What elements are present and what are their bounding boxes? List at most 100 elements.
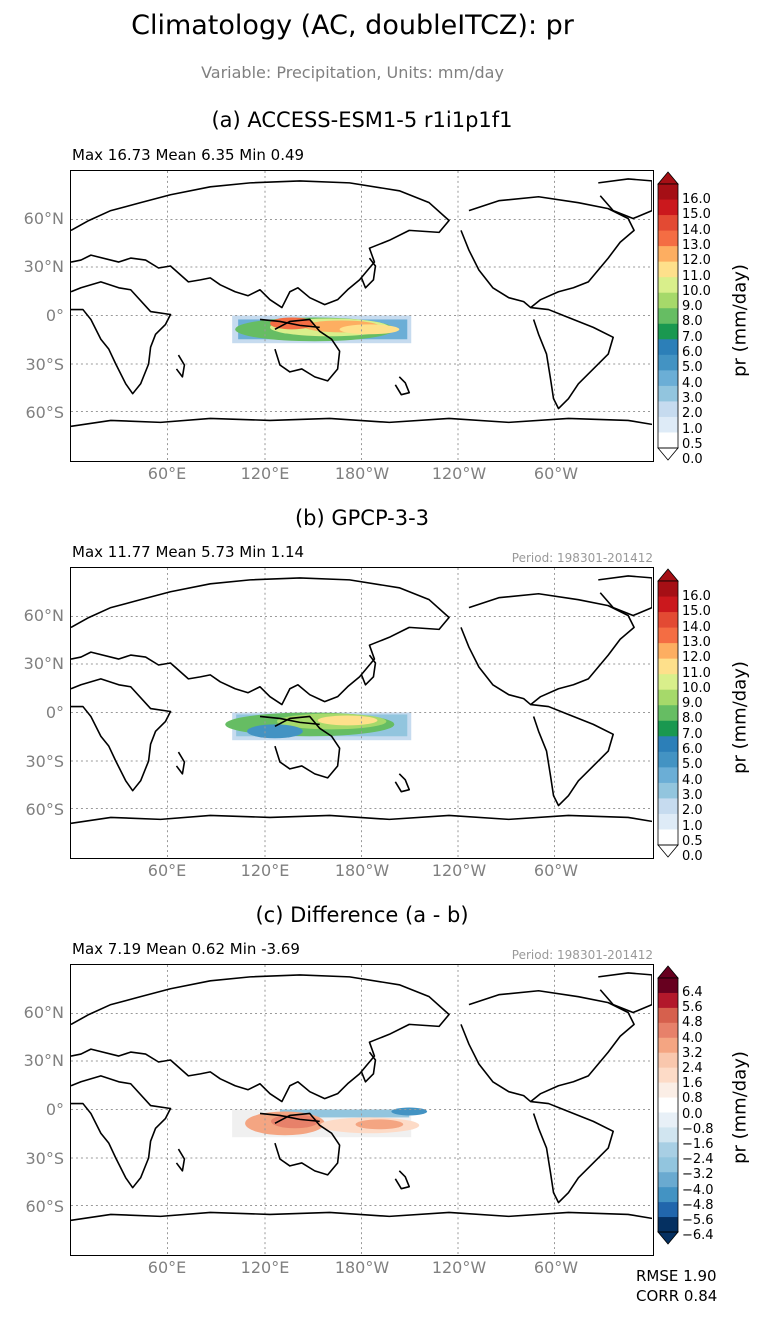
colorbar-tick-label: 0.0 [682,1106,703,1122]
colorbar-segment [658,1037,678,1054]
colorbar-segment [658,782,678,799]
lon-label: 120°W [431,1258,487,1277]
colorbar-extend-top [657,568,679,582]
colorbar-segment [658,612,678,629]
colorbar-segment [658,1082,678,1099]
precip-field-6 [339,324,400,335]
colorbar-a [657,171,679,461]
colorbar-segment [658,323,678,340]
coastline [71,974,450,1103]
coastline [394,773,411,793]
colorbar-segment [658,674,678,691]
colorbar-tick-label: 11.0 [682,268,711,284]
coastline [71,678,172,792]
colorbar-tick-label: 2.0 [682,803,703,819]
colorbar-tick-label: 14.0 [682,619,711,635]
colorbar-segment [658,1187,678,1203]
colorbar-tick-label: 1.0 [682,421,703,437]
colorbar-tick-label: 13.0 [682,634,711,650]
colorbar-tick-label: 10.0 [682,283,711,299]
colorbar-a-label: pr (mm/day) [729,264,751,377]
colorbar-outline [657,183,679,449]
colorbar-tick-label: 9.0 [682,696,703,712]
lat-label: 60°S [25,800,64,819]
colorbar-tick-label: 10.0 [682,680,711,696]
panel-c-title: (c) Difference (a - b) [255,903,469,927]
lat-label: 30°N [23,1051,64,1070]
colorbar-tick-label: 11.0 [682,665,711,681]
lon-label: 180°W [334,1258,390,1277]
colorbar-segment [658,432,678,449]
colorbar-segment [658,215,678,232]
coastline [360,1051,377,1083]
precip-field-5 [247,724,303,739]
colorbar-segment [658,354,678,371]
precip-field-4 [317,715,378,726]
lat-label: 30°S [25,752,64,771]
lon-label: 60°W [533,1258,579,1277]
colorbar-extend-bottom [657,447,679,461]
coastline [259,1112,320,1123]
colorbar-segment [658,643,678,660]
colorbar-tick-label: 12.0 [682,650,711,666]
colorbar-segment [658,1112,678,1128]
colorbar-tick-label: 9.0 [682,299,703,315]
figure-title: Climatology (AC, doubleITCZ): pr [131,10,574,41]
colorbar-segment [658,596,678,613]
lon-label: 120°E [240,464,290,483]
colorbar-tick-label: 7.0 [682,726,703,742]
colorbar-segment [658,658,678,675]
colorbar-segment [658,627,678,644]
colorbar-tick-label: 6.0 [682,742,703,757]
lon-label: 120°E [240,1258,290,1277]
lon-label: 60°W [533,464,579,483]
lon-label: 180°W [334,464,390,483]
colorbar-outline [657,977,679,1233]
colorbar-segment [658,230,678,247]
colorbar-tick-label: 14.0 [682,222,711,238]
colorbar-b-label: pr (mm/day) [729,661,751,774]
colorbar-tick-label: 3.2 [682,1045,703,1061]
precip-field-6 [391,1107,428,1116]
colorbar-tick-label: 8.0 [682,711,703,727]
panel-c-period: Period: 198301-201412 [511,948,653,962]
coastline [598,178,652,220]
colorbar-tick-label: 2.4 [682,1061,703,1076]
colorbar-tick-label: 15.0 [682,604,711,620]
lat-label: 30°S [25,355,64,374]
colorbar-segment [658,308,678,325]
coastline [71,1075,172,1189]
colorbar-tick-label: 4.8 [682,1015,703,1031]
colorbar-tick-label: 8.0 [682,314,703,330]
coastline [598,972,652,1014]
panel-a-title: (a) ACCESS-ESM1-5 r1i1p1f1 [211,108,513,132]
colorbar-segment [658,1172,678,1188]
colorbar-tick-label: 4.0 [682,1030,703,1046]
colorbar-segment [658,1217,678,1233]
coastline [598,575,652,617]
colorbar-segment [658,1007,678,1024]
coastline [71,180,450,309]
colorbar-tick-label: 6.0 [682,345,703,360]
lon-label: 60°W [533,861,579,880]
panel-b-stats: Max 11.77 Mean 5.73 Min 1.14 [72,543,305,561]
coastline [394,376,411,396]
colorbar-tick-label: −3.2 [682,1167,714,1183]
colorbar-segment [658,339,678,356]
colorbar-tick-label: 0.5 [682,436,703,452]
colorbar-tick-label: 0.8 [682,1091,703,1107]
colorbar-outline [657,580,679,846]
rmse-value: RMSE 1.90 [636,1267,717,1285]
colorbar-segment [658,829,678,846]
lon-label: 120°W [431,464,487,483]
coastline [460,592,635,706]
colorbar-tick-label: 13.0 [682,237,711,253]
colorbar-segment [658,1127,678,1143]
colorbar-extend-top [657,171,679,185]
colorbar-segment [658,798,678,815]
lat-label: 60°N [23,606,64,625]
coastline [71,814,652,825]
colorbar-tick-label: 4.0 [682,772,703,788]
lon-label: 60°E [147,861,187,880]
colorbar-tick-label: 15.0 [682,207,711,223]
